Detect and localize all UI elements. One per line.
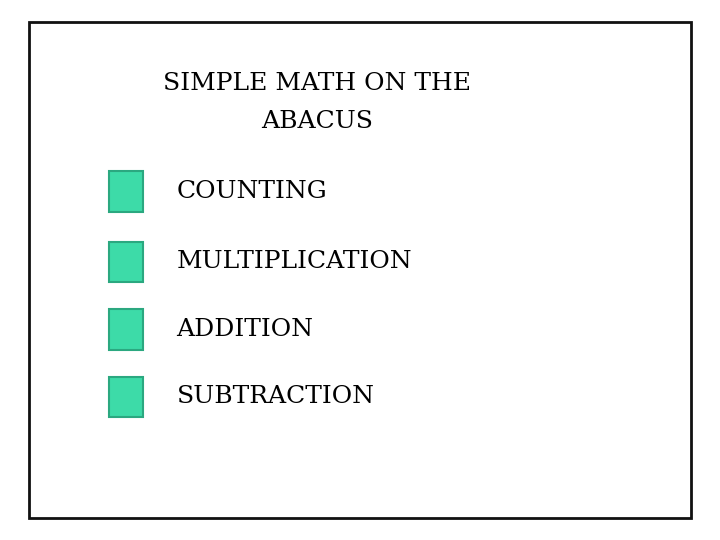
FancyBboxPatch shape (109, 172, 143, 212)
Text: ABACUS: ABACUS (261, 110, 373, 133)
Text: MULTIPLICATION: MULTIPLICATION (176, 251, 412, 273)
Text: COUNTING: COUNTING (176, 180, 327, 203)
FancyBboxPatch shape (109, 309, 143, 350)
FancyBboxPatch shape (29, 22, 691, 518)
FancyBboxPatch shape (109, 241, 143, 282)
FancyBboxPatch shape (109, 377, 143, 417)
Text: SIMPLE MATH ON THE: SIMPLE MATH ON THE (163, 72, 471, 95)
Text: SUBTRACTION: SUBTRACTION (176, 386, 374, 408)
Text: ADDITION: ADDITION (176, 318, 313, 341)
